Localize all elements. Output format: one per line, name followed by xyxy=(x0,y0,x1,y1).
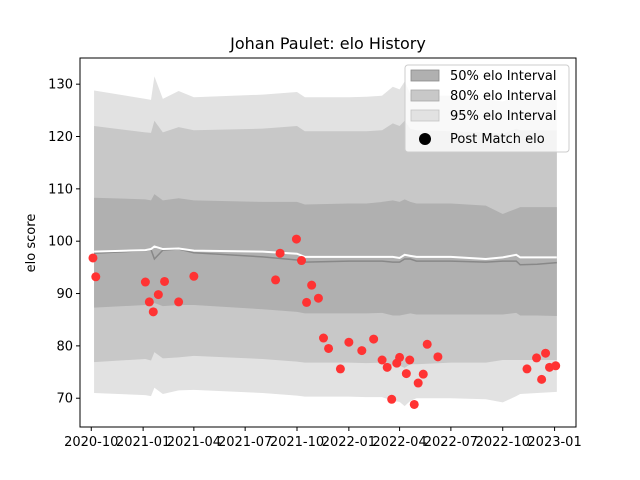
x-tick-label: 2020-10 xyxy=(64,435,118,450)
chart-title: Johan Paulet: elo History xyxy=(229,34,426,53)
y-tick-label: 70 xyxy=(56,392,73,407)
legend-swatch-50 xyxy=(410,69,440,82)
x-tick-label: 2022-07 xyxy=(424,435,478,450)
mean-elo-line xyxy=(94,248,557,266)
post-match-point xyxy=(291,234,301,244)
post-match-point xyxy=(405,355,415,365)
post-match-point xyxy=(335,364,345,374)
band-50-interval xyxy=(94,194,557,317)
median-elo-line xyxy=(94,245,557,260)
legend-label-80: 80% elo Interval xyxy=(450,89,557,104)
post-match-point xyxy=(433,352,443,362)
legend-label-50: 50% elo Interval xyxy=(450,69,557,84)
post-match-point xyxy=(148,307,158,317)
legend-label-points: Post Match elo xyxy=(450,132,545,147)
post-match-point xyxy=(344,337,354,347)
legend: 50% elo Interval 80% elo Interval 95% el… xyxy=(404,64,570,153)
post-match-point xyxy=(88,253,98,263)
post-match-point xyxy=(153,290,163,300)
post-match-point xyxy=(144,297,154,307)
post-match-point xyxy=(413,378,423,388)
x-tick-label: 2021-04 xyxy=(167,435,221,450)
plot-frame xyxy=(79,57,577,428)
post-match-point xyxy=(532,353,542,363)
post-match-point xyxy=(189,271,199,281)
y-tick-label: 100 xyxy=(48,235,73,250)
x-tick-label: 2022-10 xyxy=(476,435,530,450)
legend-swatch-95 xyxy=(410,109,440,122)
post-match-point xyxy=(297,256,307,266)
post-match-point xyxy=(382,362,392,372)
post-match-point xyxy=(409,399,419,409)
post-match-point xyxy=(422,339,432,349)
y-tick-label: 130 xyxy=(48,78,73,93)
post-match-point xyxy=(551,361,561,371)
post-match-point xyxy=(174,297,184,307)
post-match-point xyxy=(140,277,150,287)
post-match-point xyxy=(401,369,411,379)
post-match-point xyxy=(271,275,281,285)
post-match-point xyxy=(313,293,323,303)
post-match-point xyxy=(395,352,405,362)
post-match-point xyxy=(541,348,551,358)
post-match-point xyxy=(522,364,532,374)
x-tick-label: 2023-01 xyxy=(527,435,581,450)
x-tick-label: 2021-01 xyxy=(116,435,170,450)
post-match-point xyxy=(387,394,397,404)
post-match-point xyxy=(307,280,317,290)
post-match-points xyxy=(88,234,561,409)
legend-frame xyxy=(404,64,570,153)
post-match-point xyxy=(418,369,428,379)
x-tick-label: 2021-07 xyxy=(218,435,272,450)
x-tick-label: 2021-10 xyxy=(270,435,324,450)
post-match-point xyxy=(275,248,285,258)
y-axis-label: elo score xyxy=(24,214,39,273)
post-match-point xyxy=(302,297,312,307)
y-tick-label: 120 xyxy=(48,130,73,145)
y-tick-label: 110 xyxy=(48,182,73,197)
y-tick-label: 90 xyxy=(56,287,73,302)
legend-marker-points xyxy=(419,133,431,145)
post-match-point xyxy=(369,334,379,344)
post-match-point xyxy=(377,355,387,365)
y-tick-label: 80 xyxy=(56,339,73,354)
post-match-point xyxy=(160,276,170,286)
x-tick-label: 2022-04 xyxy=(372,435,426,450)
legend-label-95: 95% elo Interval xyxy=(450,109,557,124)
post-match-point xyxy=(318,333,328,343)
post-match-point xyxy=(324,343,334,353)
post-match-point xyxy=(357,346,367,356)
x-tick-label: 2022-01 xyxy=(322,435,376,450)
post-match-point xyxy=(91,272,101,282)
legend-swatch-80 xyxy=(410,89,440,102)
post-match-point xyxy=(537,374,547,384)
